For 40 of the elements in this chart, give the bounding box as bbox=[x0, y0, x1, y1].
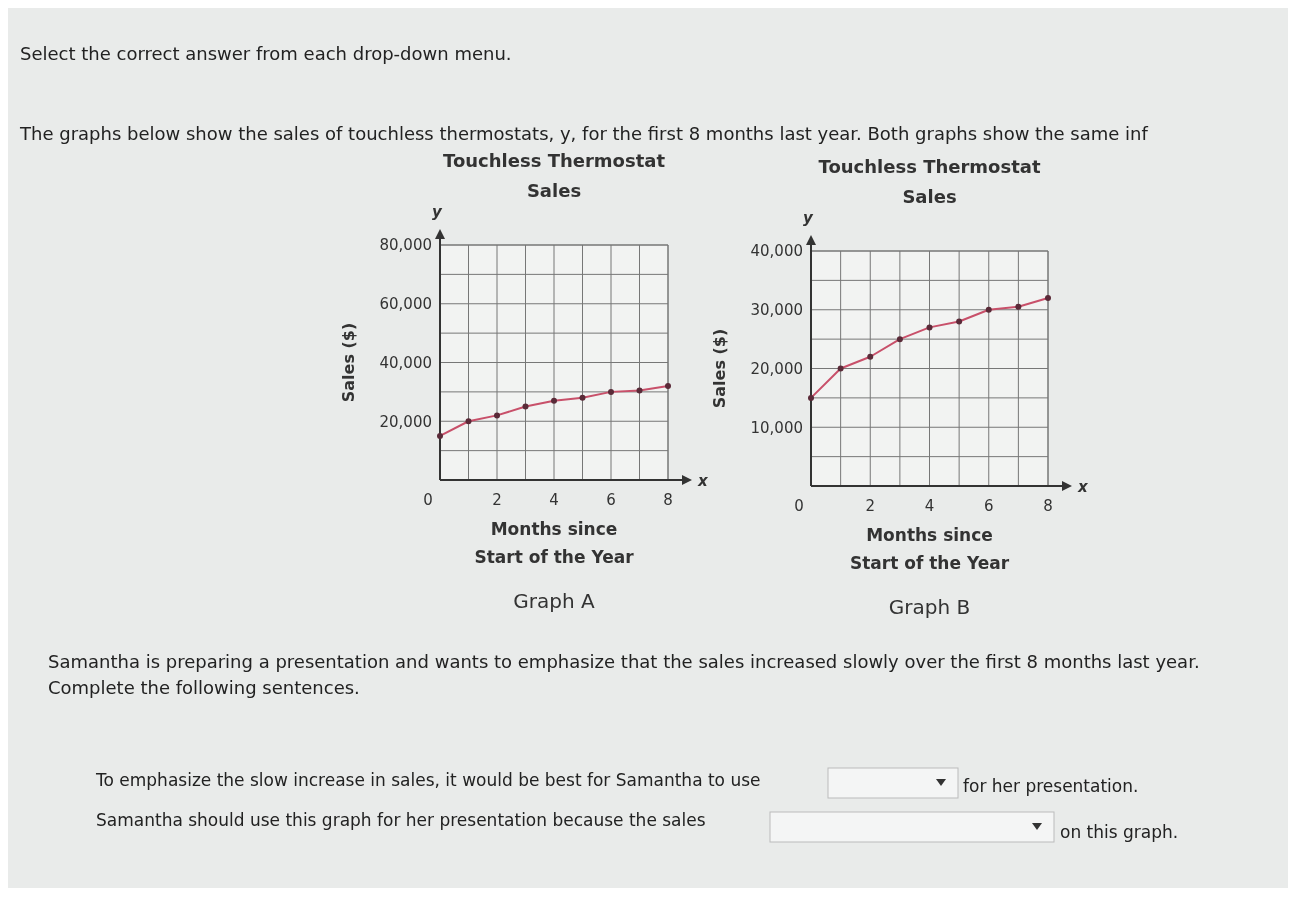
y-tick-label: 20,000 bbox=[379, 412, 432, 431]
text: Complete the following sentences. bbox=[48, 677, 360, 698]
x-tick-label: 0 bbox=[794, 497, 804, 515]
chart-title: Touchless Thermostat bbox=[818, 156, 1041, 177]
text: on this graph. bbox=[1060, 822, 1179, 842]
text: Graph A bbox=[513, 589, 596, 613]
chart-subtitle: Sales bbox=[526, 180, 582, 201]
chart-subtitle: Sales bbox=[902, 186, 957, 207]
y-tick-label: 80,000 bbox=[379, 236, 432, 255]
x-tick-label: 8 bbox=[663, 491, 673, 509]
x-axis-title: Months since Start of the Year bbox=[474, 519, 635, 567]
text: The graphs below show the sales of touchless thermostats, y, for the first 8 months last year. Both graphs show the same inf bbox=[19, 123, 1149, 144]
y-axis-title: Sales ($) bbox=[339, 322, 358, 403]
x-tick-label: 6 bbox=[606, 491, 616, 509]
x-axis-title: Months since Start of the Year bbox=[849, 525, 1010, 573]
y-axis-title: Sales ($) bbox=[710, 328, 729, 409]
x-tick-label: 2 bbox=[492, 491, 502, 509]
y-tick-label: 10,000 bbox=[750, 418, 803, 437]
text: Select the correct answer from each drop-down menu. bbox=[20, 43, 512, 64]
x-tick-label: 0 bbox=[423, 491, 433, 509]
y-tick-label: 20,000 bbox=[750, 359, 803, 378]
x-tick-label: 6 bbox=[983, 497, 994, 515]
text: y bbox=[432, 203, 443, 221]
x-tick-label: 4 bbox=[924, 497, 935, 515]
text: x bbox=[697, 472, 709, 490]
y-tick-label: 60,000 bbox=[379, 295, 432, 313]
text: To emphasize the slow increase in sales, it would be best for Samantha to use bbox=[95, 770, 761, 790]
y-tick-label: 40,000 bbox=[750, 242, 803, 261]
text: for her presentation. bbox=[963, 776, 1139, 796]
x-tick-label: 2 bbox=[865, 497, 876, 515]
text: Graph B bbox=[888, 595, 971, 619]
y-tick-label: 40,000 bbox=[379, 353, 432, 372]
y-tick-label: 30,000 bbox=[750, 301, 803, 319]
text: Samantha is preparing a presentation and wants to emphasize that the sales increased slowly over the first 8 months last year. bbox=[48, 651, 1200, 672]
chart-title: Touchless Thermostat bbox=[443, 150, 666, 171]
text: y bbox=[803, 209, 814, 227]
text: x bbox=[1077, 478, 1089, 496]
text: Samantha should use this graph for her presentation because the sales bbox=[96, 810, 706, 830]
x-tick-label: 4 bbox=[549, 491, 559, 509]
x-tick-label: 8 bbox=[1043, 497, 1053, 515]
